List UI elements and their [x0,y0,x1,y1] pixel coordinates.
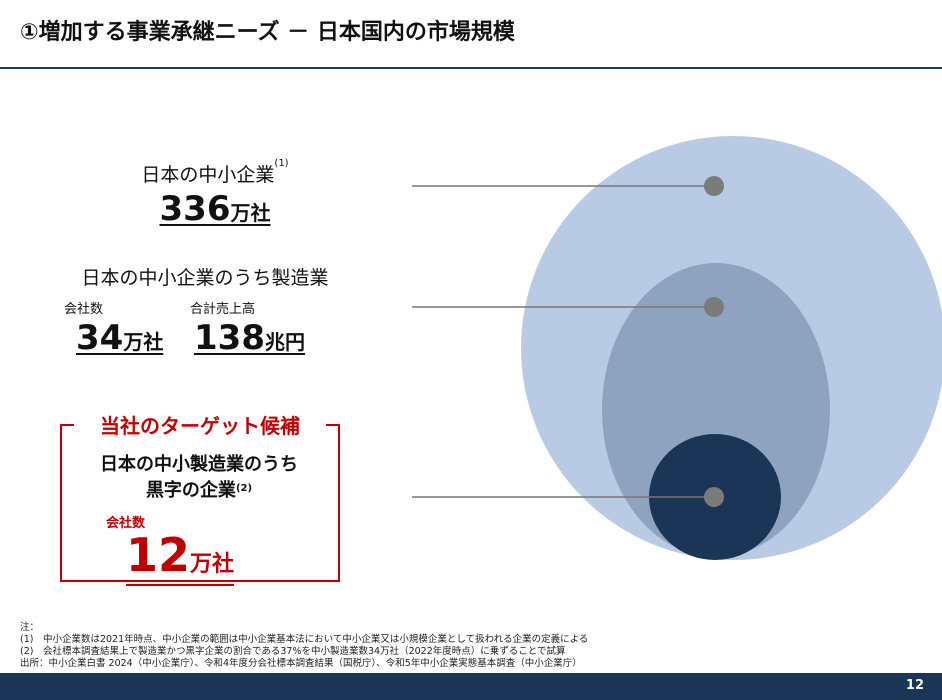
tier3-note-ref: (2) [235,483,253,494]
target-unit: 万社 [190,552,235,577]
tier1-note-ref: (1) [274,158,289,169]
tier2-sales-unit: 兆円 [264,330,305,354]
tier1-value-row: 336万社 [90,189,340,229]
note-2: (2) 会社標本調査結果上で製造業かつ黒字企業の割合である37%を中小製造業数3… [20,646,566,657]
title-divider [0,67,942,69]
tier1-value: 336 [159,189,231,229]
leader-dot-3 [704,487,724,507]
tier2-companies-unit: 万社 [123,330,164,354]
target-companies-label: 会社数 [106,516,146,531]
page-title: ①増加する事業承継ニーズ － 日本国内の市場規模 [20,20,515,45]
tier2-label: 日本の中小企業のうち製造業 [81,267,329,289]
target-box [60,424,340,582]
footer-bar: 12 [0,673,942,700]
tier1-block: 日本の中小企業(1) 336万社 [90,158,340,229]
target-value-row: 12万社 [126,528,235,586]
tier1-label: 日本の中小企業(1) [141,158,289,186]
tier1-unit: 万社 [230,201,271,225]
leader-dot-2 [704,297,724,317]
target-title: 当社のターゲット候補 [60,410,340,439]
page-number: 12 [905,678,924,693]
tier2-companies-value: 34 [76,318,124,358]
tier2-sales-value: 138 [194,318,265,358]
leader-dot-1 [704,176,724,196]
footnotes: 注： (1) 中小企業数は2021年時点、中小企業の範囲は中小企業基本法において… [20,622,588,670]
notes-heading: 注： [20,622,40,633]
target-label: 日本の中小製造業のうち 黒字の企業(2) [100,454,298,501]
tier2-sales-value-row: 138兆円 [194,318,305,358]
tier2-companies-value-row: 34万社 [76,318,163,358]
note-1: (1) 中小企業数は2021年時点、中小企業の範囲は中小企業基本法において中小企… [20,634,589,645]
tier2-sales-label: 合計売上高 [190,302,256,317]
target-value: 12 [126,528,191,582]
source-note: 出所：中小企業白書 2024（中小企業庁）、令和4年度分会社標本調査結果（国税庁… [20,658,582,669]
tier2-companies-label: 会社数 [64,302,104,317]
